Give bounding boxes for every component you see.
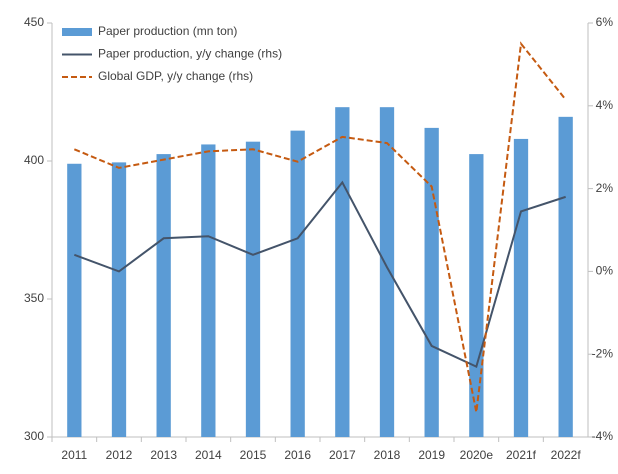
x-tick-label: 2015 — [240, 448, 267, 462]
bar — [558, 116, 573, 437]
bar — [469, 154, 484, 437]
y2-tick-label: -4% — [592, 429, 614, 443]
bar — [290, 130, 305, 437]
y2-tick-label: 6% — [596, 15, 614, 29]
bar — [67, 163, 82, 437]
x-tick-label: 2020e — [460, 448, 494, 462]
x-tick-label: 2014 — [195, 448, 222, 462]
x-tick-label: 2021f — [506, 448, 537, 462]
x-tick-label: 2011 — [61, 448, 87, 462]
legend-label: Paper production, y/y change (rhs) — [98, 47, 282, 61]
bar — [513, 138, 529, 438]
bar — [379, 107, 395, 438]
line — [73, 41, 567, 413]
x-tick-label: 2016 — [284, 448, 311, 462]
legend-label: Paper production (mn ton) — [98, 24, 237, 38]
y-tick-label: 450 — [24, 15, 44, 29]
y2-tick-label: 0% — [596, 264, 614, 278]
y-tick-label: 350 — [24, 291, 44, 305]
bar — [424, 127, 439, 437]
bar — [245, 141, 261, 437]
bar — [111, 162, 127, 437]
x-tick-label: 2017 — [329, 448, 356, 462]
x-tick-label: 2022f — [551, 448, 582, 462]
x-tick-label: 2013 — [150, 448, 177, 462]
legend-swatch — [62, 28, 92, 36]
legend-label: Global GDP, y/y change (rhs) — [98, 69, 253, 83]
y-tick-label: 300 — [24, 429, 44, 443]
x-tick-label: 2019 — [418, 448, 445, 462]
bar — [156, 154, 171, 437]
line — [73, 180, 566, 369]
x-tick-label: 2012 — [106, 448, 133, 462]
y2-tick-label: -2% — [592, 346, 614, 360]
y-tick-label: 400 — [24, 153, 44, 167]
x-tick-label: 2018 — [374, 448, 401, 462]
y2-tick-label: 2% — [596, 181, 614, 195]
y2-tick-label: 4% — [596, 98, 614, 112]
bar — [201, 144, 216, 437]
bar — [335, 107, 350, 438]
